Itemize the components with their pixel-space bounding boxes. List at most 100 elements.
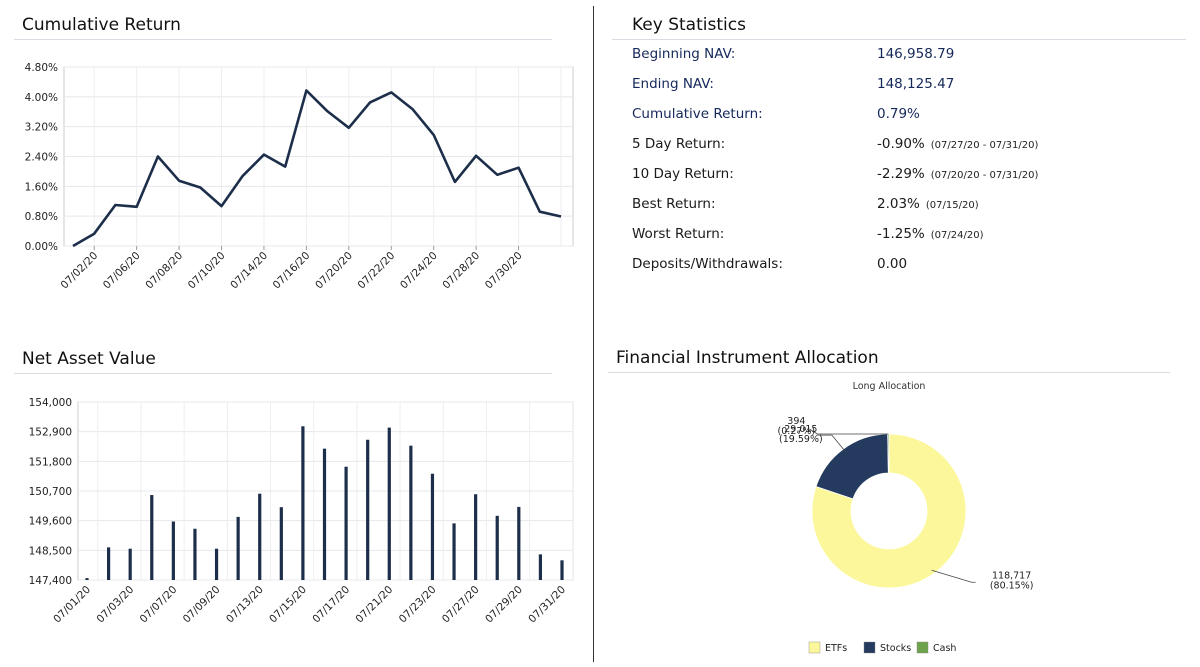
cumulative-return-rule (14, 39, 552, 40)
stat-label: Deposits/Withdrawals: (632, 256, 783, 272)
stat-value: -0.90% (07/27/20 - 07/31/20) (877, 136, 1039, 152)
stat-label: 5 Day Return: (632, 136, 726, 152)
x-tick-label: 07/02/20 (58, 250, 100, 292)
key-statistics-rule (612, 39, 1186, 40)
x-tick-label: 07/08/20 (143, 250, 185, 292)
y-tick-label: 4.80% (25, 62, 58, 74)
stat-value: -1.25% (07/24/20) (877, 226, 984, 242)
legend-label: ETFs (825, 643, 847, 654)
stat-value: 2.03% (07/15/20) (877, 196, 979, 212)
key-statistics-title: Key Statistics (632, 15, 746, 35)
legend-label: Stocks (880, 643, 911, 654)
x-tick-label: 07/13/20 (224, 584, 266, 626)
nav-bar (560, 560, 564, 580)
stat-range: (07/15/20) (925, 200, 979, 211)
x-tick-label: 07/16/20 (271, 250, 313, 292)
x-tick-label: 07/07/20 (138, 584, 180, 626)
stat-row-best-return: Best Return: 2.03% (07/15/20) (632, 196, 1192, 226)
stat-label: 10 Day Return: (632, 166, 734, 182)
stat-row-5-day-return: 5 Day Return: -0.90% (07/27/20 - 07/31/20… (632, 136, 1192, 166)
nav-bar (106, 547, 111, 580)
slice-pct-label: (19.59%) (779, 434, 823, 445)
stat-row-10-day-return: 10 Day Return: -2.29% (07/20/20 - 07/31/2… (632, 166, 1192, 196)
x-tick-label: 07/01/20 (51, 584, 93, 626)
cumulative-return-line (72, 89, 562, 248)
nav-bar (301, 426, 305, 580)
nav-bar (236, 516, 240, 580)
stat-value: 0.00 (877, 256, 908, 272)
stat-value: 0.79% (877, 106, 920, 122)
nav-bar (258, 493, 262, 580)
net-asset-value-rule (14, 373, 552, 374)
slice-pct-label: (80.15%) (990, 580, 1034, 591)
nav-bar (322, 448, 327, 580)
y-tick-label: 147,400 (29, 575, 72, 587)
allocation-donut-chart: Long Allocation 118,717(80.15%) 29,015(19… (778, 381, 1034, 654)
stat-row-beginning-nav: Beginning NAV: 146,958.79 (632, 46, 1192, 76)
label-leader (809, 428, 889, 435)
x-tick-label: 07/31/20 (526, 584, 568, 626)
nav-bar (344, 466, 348, 580)
nav-bar (452, 523, 456, 580)
slice-value-label: 29,015 (784, 424, 817, 435)
y-tick-label: 0.00% (25, 241, 58, 253)
slice-value-label: 394 (787, 416, 805, 427)
y-tick-label: 150,700 (29, 486, 72, 498)
y-tick-label: 149,600 (29, 516, 72, 528)
slice-value-label: 118,717 (992, 570, 1031, 581)
x-tick-label: 07/22/20 (356, 250, 398, 292)
x-tick-label: 07/21/20 (354, 584, 396, 626)
cumulative-return-title: Cumulative Return (22, 15, 181, 35)
nav-bar (495, 515, 499, 580)
y-tick-label: 3.20% (25, 122, 58, 134)
slice-pct-label: (0.27%) (778, 426, 816, 437)
stat-row-deposits-withdrawals: Deposits/Withdrawals: 0.00 (632, 256, 1192, 286)
stat-label: Cumulative Return: (632, 106, 763, 122)
y-tick-label: 4.00% (25, 92, 58, 104)
net-asset-value-chart: 147,400 148,500 149,600 150,700 151,800 152,9… (29, 397, 574, 626)
allocation-rule (608, 372, 1170, 373)
net-asset-value-title: Net Asset Value (22, 349, 156, 369)
nav-bar (279, 507, 283, 580)
nav-bar (193, 528, 197, 580)
y-tick-label: 154,000 (29, 397, 72, 409)
x-tick-label: 07/15/20 (267, 584, 309, 626)
stat-label: Beginning NAV: (632, 46, 736, 62)
y-tick-label: 148,500 (29, 545, 72, 557)
x-tick-label: 07/20/20 (313, 250, 355, 292)
stat-label: Ending NAV: (632, 76, 714, 92)
nav-bar (430, 473, 435, 580)
x-tick-label: 07/24/20 (398, 250, 440, 292)
stat-range: (07/20/20 - 07/31/20) (930, 170, 1039, 181)
donut-slice-etfs (811, 433, 967, 589)
stat-row-worst-return: Worst Return: -1.25% (07/24/20) (632, 226, 1192, 256)
nav-bar (214, 548, 219, 580)
x-tick-label: 07/06/20 (101, 250, 143, 292)
x-tick-label: 07/14/20 (228, 250, 270, 292)
stat-value: 148,125.47 (877, 76, 955, 92)
stat-row-ending-nav: Ending NAV: 148,125.47 (632, 76, 1192, 106)
nav-bar (150, 495, 154, 580)
x-tick-label: 07/23/20 (397, 584, 439, 626)
pie-title: Long Allocation (853, 381, 926, 392)
stat-range: (07/27/20 - 07/31/20) (930, 140, 1039, 151)
cumulative-return-chart: 0.00% 0.80% 1.60% 2.40% 3.20% 4.00% 4.80% 07/0… (25, 62, 574, 292)
x-tick-label: 07/29/20 (483, 584, 525, 626)
y-tick-label: 151,800 (29, 456, 72, 468)
stat-range: (07/24/20) (930, 230, 984, 241)
donut-slice-cash (887, 433, 890, 474)
stat-value: -2.29% (07/20/20 - 07/31/20) (877, 166, 1039, 182)
y-tick-label: 2.40% (25, 152, 58, 164)
legend-label: Cash (933, 643, 956, 654)
label-leader (816, 434, 847, 453)
stat-label: Worst Return: (632, 226, 725, 242)
stat-row-cumulative-return: Cumulative Return: 0.79% (632, 106, 1192, 136)
x-tick-label: 07/30/20 (483, 250, 525, 292)
nav-bar (366, 439, 370, 580)
nav-bar (409, 445, 413, 580)
nav-bar (128, 548, 132, 580)
nav-bar (387, 427, 391, 580)
stat-value: 146,958.79 (877, 46, 955, 62)
x-tick-label: 07/27/20 (440, 584, 482, 626)
y-tick-label: 0.80% (25, 211, 58, 223)
